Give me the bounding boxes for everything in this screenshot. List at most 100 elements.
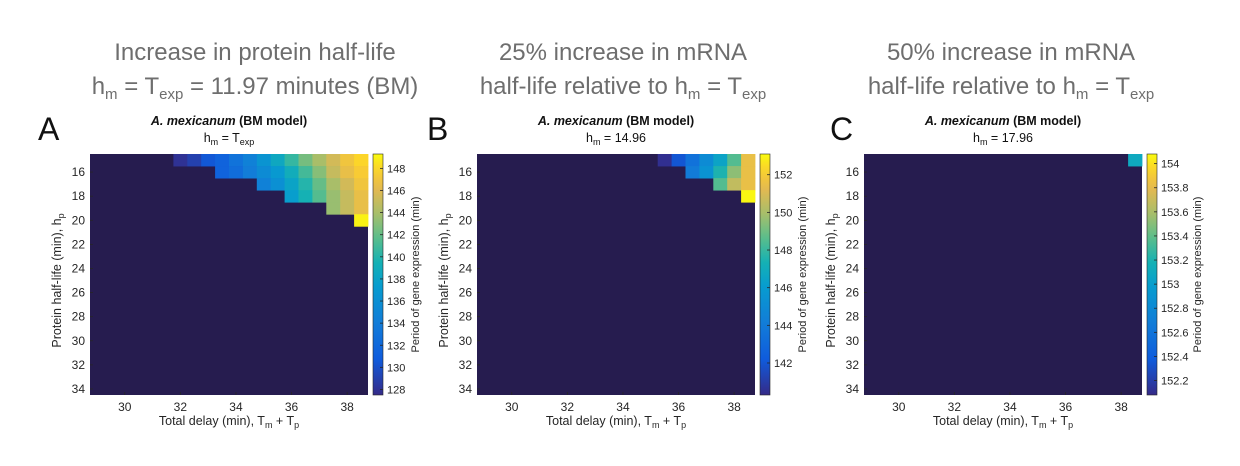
y-tick-label: 22 bbox=[459, 237, 473, 251]
panel-letter: B bbox=[427, 111, 448, 147]
y-tick-label: 20 bbox=[72, 213, 86, 227]
y-tick-label: 28 bbox=[459, 310, 473, 324]
heatmap-cell bbox=[229, 166, 244, 179]
heatmap-cell bbox=[727, 178, 742, 191]
heatmap-cell bbox=[270, 166, 285, 179]
heatmap-cell bbox=[340, 154, 355, 167]
heatmap-cell bbox=[256, 178, 272, 191]
y-tick-label: 32 bbox=[846, 358, 860, 372]
y-tick-label: 24 bbox=[72, 261, 86, 275]
heatmap-cell bbox=[298, 190, 313, 203]
x-tick-label: 38 bbox=[727, 400, 741, 414]
panel-title: A. mexicanum (BM model) bbox=[924, 114, 1081, 128]
panel-b: B A. mexicanum (BM model) hm = 14.96 30 32 34… bbox=[427, 111, 809, 430]
y-tick-label: 16 bbox=[846, 165, 860, 179]
y-tick-label: 18 bbox=[459, 189, 473, 203]
heatmap-cell bbox=[685, 166, 700, 179]
heatmap-cell bbox=[326, 166, 341, 179]
panel-c: C A. mexicanum (BM model) hm = 17.96 30 32 34… bbox=[824, 111, 1204, 430]
heatmap-cell bbox=[340, 166, 355, 179]
heatmap-background bbox=[477, 154, 755, 395]
header-c: 50% increase in mRNA half-life relative … bbox=[811, 36, 1211, 112]
panel-title: A. mexicanum (BM model) bbox=[150, 114, 307, 128]
colorbar-tick-label: 153.6 bbox=[1161, 207, 1189, 219]
colorbar-tick-label: 153 bbox=[1161, 279, 1179, 291]
colorbar-tick-label: 150 bbox=[774, 207, 792, 219]
colorbar-tick-label: 152.6 bbox=[1161, 327, 1189, 339]
heatmap-cell bbox=[671, 154, 686, 167]
x-tick-label: 34 bbox=[229, 400, 243, 414]
heatmap-cell bbox=[215, 166, 230, 179]
x-tick-label: 38 bbox=[340, 400, 354, 414]
heatmap-cell bbox=[713, 166, 728, 179]
colorbar-tick-label: 144 bbox=[387, 208, 405, 220]
colorbar-tick-label: 142 bbox=[387, 230, 405, 242]
heatmap-cell bbox=[741, 154, 756, 167]
heatmap-cell bbox=[340, 178, 355, 191]
colorbar-tick-label: 154 bbox=[1161, 159, 1179, 171]
y-tick-label: 34 bbox=[459, 382, 473, 396]
header-c-line2: half-life relative to hm = Texp bbox=[867, 73, 1155, 103]
colorbar bbox=[759, 153, 771, 396]
colorbar-tick-label: 152.2 bbox=[1161, 376, 1189, 388]
x-tick-label: 32 bbox=[174, 400, 188, 414]
y-tick-label: 30 bbox=[846, 334, 860, 348]
heatmap-cell bbox=[1128, 154, 1143, 167]
header-a: Increase in protein half-life hm = Texp … bbox=[55, 36, 455, 112]
y-tick-label: 32 bbox=[72, 358, 86, 372]
x-tick-label: 36 bbox=[672, 400, 686, 414]
y-tick-label: 16 bbox=[459, 165, 473, 179]
panel-subtitle: hm = Texp bbox=[204, 131, 255, 147]
heatmap-cell bbox=[354, 166, 369, 179]
x-tick-label: 36 bbox=[285, 400, 299, 414]
heatmap-cell bbox=[270, 178, 285, 191]
heatmap-cell bbox=[699, 166, 714, 179]
heatmap-cell bbox=[685, 154, 700, 167]
colorbar-tick-label: 152.8 bbox=[1161, 303, 1189, 315]
colorbar-tick-label: 140 bbox=[387, 252, 405, 264]
x-tick-label: 30 bbox=[118, 400, 132, 414]
heatmap-cell bbox=[242, 166, 258, 179]
panel-subtitle: hm = 17.96 bbox=[973, 131, 1033, 147]
y-tick-label: 26 bbox=[459, 286, 473, 300]
colorbar bbox=[1146, 153, 1158, 396]
heatmap-cell bbox=[284, 166, 299, 179]
heatmap-cell bbox=[256, 166, 272, 179]
panel-title: A. mexicanum (BM model) bbox=[537, 114, 694, 128]
colorbar-tick-label: 146 bbox=[387, 185, 405, 197]
y-tick-label: 18 bbox=[846, 189, 860, 203]
y-tick-label: 26 bbox=[72, 286, 86, 300]
heatmap-cell bbox=[354, 190, 369, 203]
heatmap-cell bbox=[354, 202, 369, 215]
y-tick-label: 30 bbox=[459, 334, 473, 348]
heatmap-cell bbox=[201, 154, 216, 167]
x-tick-label: 34 bbox=[1003, 400, 1017, 414]
colorbar-tick-label: 138 bbox=[387, 274, 405, 286]
y-tick-label: 18 bbox=[72, 189, 86, 203]
colorbar-tick-label: 136 bbox=[387, 296, 405, 308]
x-tick-label: 38 bbox=[1114, 400, 1128, 414]
header-c-line1: 50% increase in mRNA bbox=[886, 39, 1136, 66]
y-tick-label: 22 bbox=[846, 237, 860, 251]
heatmap-cell bbox=[256, 154, 272, 167]
y-tick-label: 24 bbox=[459, 261, 473, 275]
heatmap-cell bbox=[713, 178, 728, 191]
colorbar-tick-label: 132 bbox=[387, 340, 405, 352]
heatmap-cell bbox=[727, 166, 742, 179]
colorbar-tick-label: 148 bbox=[387, 163, 405, 175]
y-tick-label: 20 bbox=[846, 213, 860, 227]
x-axis-label: Total delay (min), Tm + Tp bbox=[933, 414, 1073, 430]
colorbar bbox=[372, 153, 384, 396]
colorbar-tick-label: 142 bbox=[774, 358, 792, 370]
heatmap-cell bbox=[741, 178, 756, 191]
heatmap-cell bbox=[284, 154, 299, 167]
heatmap-cell bbox=[187, 154, 202, 167]
heatmap-cell bbox=[284, 190, 299, 203]
heatmap-cell bbox=[354, 214, 369, 227]
header-b-line1: 25% increase in mRNA bbox=[498, 39, 748, 66]
colorbar-tick-label: 148 bbox=[774, 245, 792, 257]
heatmap-cell bbox=[326, 178, 341, 191]
heatmap-cell bbox=[657, 154, 672, 167]
heatmap-cell bbox=[340, 190, 355, 203]
